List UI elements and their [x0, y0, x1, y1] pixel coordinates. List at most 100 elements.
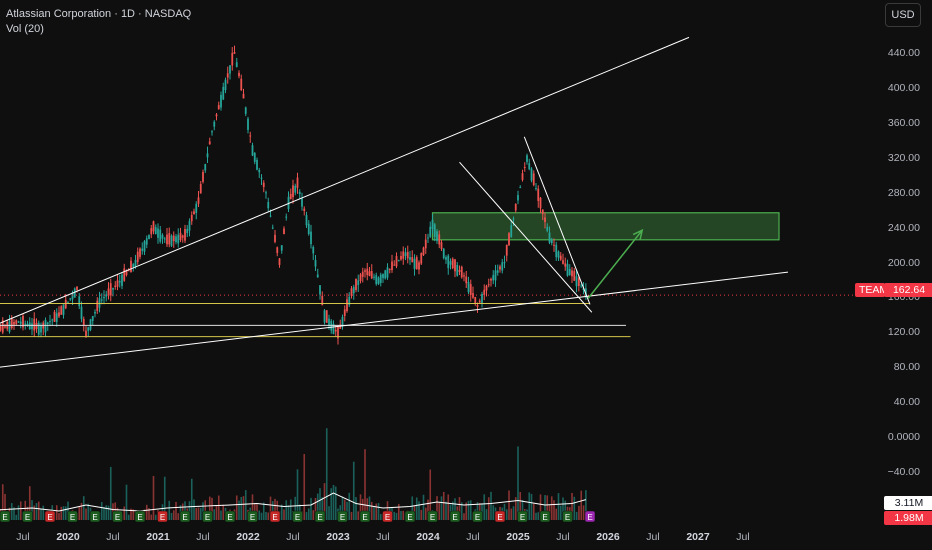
volume-bar — [420, 509, 423, 520]
volume-bar — [283, 509, 285, 520]
price-candle — [375, 275, 378, 285]
volume-bar — [429, 469, 432, 520]
price-candle — [127, 270, 130, 272]
price-candle — [564, 263, 567, 267]
volume-bar — [530, 493, 533, 520]
price-candle — [307, 223, 310, 235]
earnings-marker-icon — [314, 510, 326, 523]
price-candle — [112, 288, 114, 290]
price-candle — [130, 260, 132, 273]
volume-bar — [361, 498, 364, 520]
price-candle — [483, 289, 486, 296]
earnings-marker-label: E — [2, 513, 7, 522]
price-candle — [208, 141, 211, 145]
volume-bar — [557, 493, 560, 520]
earnings-marker-label: E — [317, 513, 322, 522]
price-candle — [121, 274, 123, 286]
earnings-marker-icon — [22, 510, 33, 523]
price-candle — [494, 270, 497, 281]
x-tick-label: Jul — [736, 531, 750, 543]
price-candle — [521, 173, 524, 180]
volume-bar — [109, 466, 112, 520]
volume-bar — [442, 491, 445, 520]
y-tick-label: 240.00 — [887, 221, 920, 234]
price-candle — [413, 258, 416, 269]
symbol-title: Atlassian Corporation · 1D · NASDAQ — [6, 8, 192, 20]
price-candle — [429, 226, 432, 237]
price-candle — [240, 78, 243, 91]
price-candle — [316, 274, 319, 278]
volume-bar — [580, 490, 583, 520]
price-candle — [458, 269, 461, 272]
last-price-tag: 162.64 — [884, 283, 932, 297]
volume-bar — [532, 503, 535, 520]
volume-bar — [33, 505, 36, 520]
earnings-marker-label: E — [182, 513, 187, 522]
price-candle — [33, 318, 36, 331]
volume-bar — [467, 500, 470, 520]
earnings-marker-icon — [157, 510, 168, 523]
earnings-marker-label: E — [475, 513, 480, 522]
price-candle — [276, 247, 279, 254]
price-candle — [195, 203, 198, 213]
volume-bar — [355, 497, 357, 520]
volume-bar — [238, 500, 240, 520]
price-candle — [343, 309, 346, 316]
price-candle — [535, 188, 537, 190]
price-candle — [224, 79, 227, 91]
volume-bar — [546, 495, 549, 520]
price-candle — [580, 285, 583, 287]
price-candle — [456, 264, 459, 276]
volume-bar — [422, 494, 425, 520]
volume-bar — [19, 501, 22, 520]
y-tick-label: 40.00 — [893, 396, 920, 409]
volume-bar — [24, 500, 27, 520]
volume-bar — [521, 499, 524, 520]
volume-bar — [199, 508, 202, 520]
volume-bar — [193, 499, 195, 520]
price-candle — [132, 264, 135, 267]
currency-button[interactable]: USD — [885, 3, 921, 27]
x-tick-label: Jul — [376, 531, 390, 543]
price-candle — [244, 107, 247, 114]
volume-bar — [285, 500, 288, 520]
price-candle — [168, 233, 171, 245]
price-candle — [325, 310, 328, 323]
earnings-marker-label: E — [115, 513, 120, 522]
price-candle — [213, 121, 216, 127]
price-candle — [314, 260, 317, 267]
price-candle — [4, 326, 6, 328]
price-candle — [355, 278, 357, 291]
price-candle — [274, 234, 276, 242]
price-candle — [15, 320, 18, 325]
x-tick-label: 2027 — [686, 531, 710, 543]
y-tick-label: 0.0000 — [887, 431, 920, 443]
price-candle — [505, 244, 508, 256]
x-tick-label: 2022 — [236, 531, 260, 543]
price-candle — [523, 166, 526, 169]
volume-bar — [258, 510, 261, 520]
price-candle — [233, 51, 236, 54]
price-candle — [404, 252, 407, 257]
price-candle — [296, 177, 299, 188]
price-candle — [53, 311, 56, 322]
volume-bar — [208, 496, 211, 520]
volume-bar — [13, 507, 15, 520]
price-candle — [71, 292, 74, 300]
earnings-marker-icon — [562, 510, 573, 523]
volume-bar — [107, 505, 110, 520]
price-candle — [154, 227, 157, 235]
price-candle — [85, 330, 87, 337]
price-candle — [175, 236, 177, 243]
volume-bar — [402, 510, 405, 520]
price-candle — [357, 280, 360, 286]
price-candle — [148, 234, 150, 239]
chart-legend: Atlassian Corporation · 1D · NASDAQ Vol … — [6, 7, 191, 37]
volume-bar — [310, 497, 312, 520]
price-candle — [269, 215, 272, 217]
volume-bar — [211, 497, 213, 520]
volume-bar — [352, 461, 355, 520]
volume-bar — [10, 503, 13, 520]
price-candle — [577, 277, 580, 286]
